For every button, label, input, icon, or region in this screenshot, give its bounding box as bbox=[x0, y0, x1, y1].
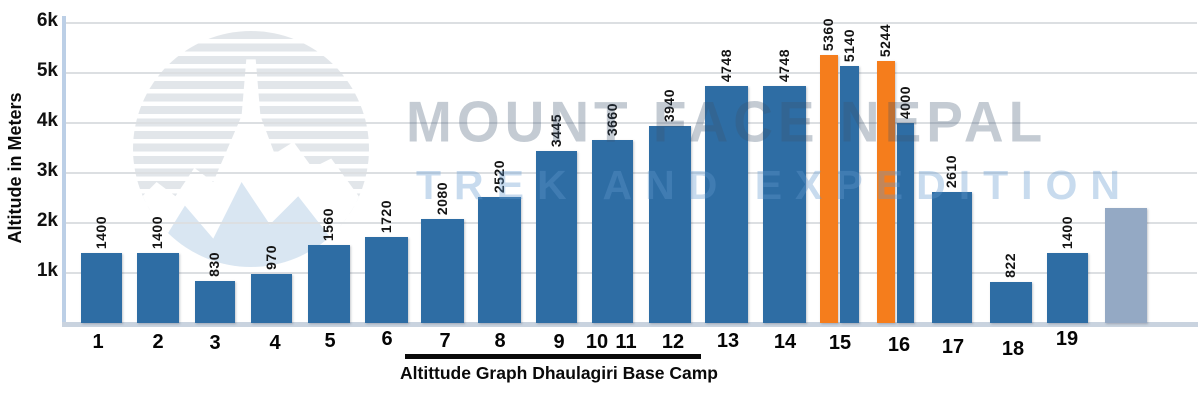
y-tick-label-4k: 4k bbox=[36, 110, 58, 131]
bar-day-3 bbox=[195, 281, 235, 323]
day-label-5: 5 bbox=[324, 330, 336, 352]
day-label-13: 13 bbox=[716, 330, 740, 352]
day-label-1: 1 bbox=[92, 331, 104, 353]
bar-day-13 bbox=[705, 86, 748, 323]
bar-day-17 bbox=[932, 192, 972, 323]
bar-value-label: 1560 bbox=[320, 207, 336, 241]
bar-day-14 bbox=[763, 86, 806, 323]
day-label-19: 19 bbox=[1055, 328, 1079, 350]
bar-day-6 bbox=[365, 237, 408, 323]
bar-value-label: 5360 bbox=[820, 17, 836, 51]
day-label-6: 6 bbox=[381, 328, 393, 350]
bar-value-label: 830 bbox=[206, 252, 222, 277]
day-label-11: 11 bbox=[615, 331, 637, 353]
y-tick-label-2k: 2k bbox=[36, 210, 58, 231]
day-label-3: 3 bbox=[209, 332, 221, 354]
day-label-17: 17 bbox=[941, 336, 965, 358]
y-tick-label-6k: 6k bbox=[36, 10, 58, 31]
bar-day-10-11 bbox=[592, 140, 633, 323]
watermark-mountain-logo bbox=[133, 31, 369, 267]
day-label-8: 8 bbox=[494, 330, 506, 352]
bar-day-7 bbox=[421, 219, 464, 323]
bar-day-16 bbox=[897, 123, 914, 323]
bar-value-label: 4748 bbox=[717, 48, 734, 82]
y-tick-label-3k: 3k bbox=[36, 160, 58, 181]
chart-title: Altittude Graph Dhaulagiri Base Camp bbox=[400, 363, 718, 383]
bar-day-19 bbox=[1047, 253, 1088, 323]
day-label-9: 9 bbox=[553, 331, 565, 353]
gridline-4k bbox=[64, 122, 1197, 124]
bar-day-extra bbox=[1105, 208, 1147, 323]
bar-day-8 bbox=[478, 197, 521, 323]
day-label-12: 12 bbox=[661, 331, 685, 353]
bar-value-label: 970 bbox=[262, 245, 279, 270]
x-axis-baseline bbox=[62, 322, 1198, 327]
bar-value-label: 1400 bbox=[92, 215, 109, 249]
bar-value-label: 822 bbox=[1002, 253, 1018, 278]
day-label-16: 16 bbox=[887, 334, 911, 356]
gridline-6k bbox=[64, 22, 1197, 24]
day-label-18: 18 bbox=[1001, 338, 1025, 360]
bar-day-1 bbox=[81, 253, 122, 323]
bar-day-5 bbox=[308, 245, 350, 323]
bar-value-label: 1400 bbox=[1058, 215, 1075, 249]
bar-day-15 bbox=[820, 55, 838, 323]
chart-caption: Altittude Graph Dhaulagiri Base Camp bbox=[400, 354, 718, 384]
y-axis-line bbox=[62, 16, 66, 327]
y-tick-label-5k: 5k bbox=[36, 60, 58, 81]
bar-value-label: 1720 bbox=[377, 199, 394, 233]
day-label-15: 15 bbox=[828, 332, 852, 354]
bar-value-label: 5244 bbox=[877, 23, 893, 57]
day-label-14: 14 bbox=[773, 331, 797, 353]
bar-value-label: 4748 bbox=[775, 48, 792, 82]
bar-day-15 bbox=[840, 66, 859, 323]
day-label-2: 2 bbox=[152, 331, 164, 353]
bar-value-label: 5140 bbox=[840, 28, 857, 62]
watermark-brand-text: MOUNT FACE NEPAL bbox=[406, 89, 1048, 155]
watermark-tagline-text: TREK AND EXPEDITION bbox=[416, 162, 1134, 208]
day-label-10: 10 bbox=[585, 331, 609, 353]
bar-day-12 bbox=[649, 126, 691, 323]
bar-value-label: 1400 bbox=[149, 215, 165, 249]
y-axis-title: Altitude in Meters bbox=[5, 92, 25, 244]
bar-day-9 bbox=[536, 151, 577, 323]
y-tick-label-1k: 1k bbox=[36, 260, 58, 281]
day-label-4: 4 bbox=[269, 332, 281, 354]
caption-overline bbox=[404, 354, 701, 359]
day-label-7: 7 bbox=[439, 330, 451, 352]
bar-day-2 bbox=[137, 253, 179, 323]
bar-day-16 bbox=[877, 61, 895, 323]
bar-day-4 bbox=[251, 274, 292, 323]
gridline-5k bbox=[64, 72, 1197, 74]
bar-day-18 bbox=[990, 282, 1032, 323]
